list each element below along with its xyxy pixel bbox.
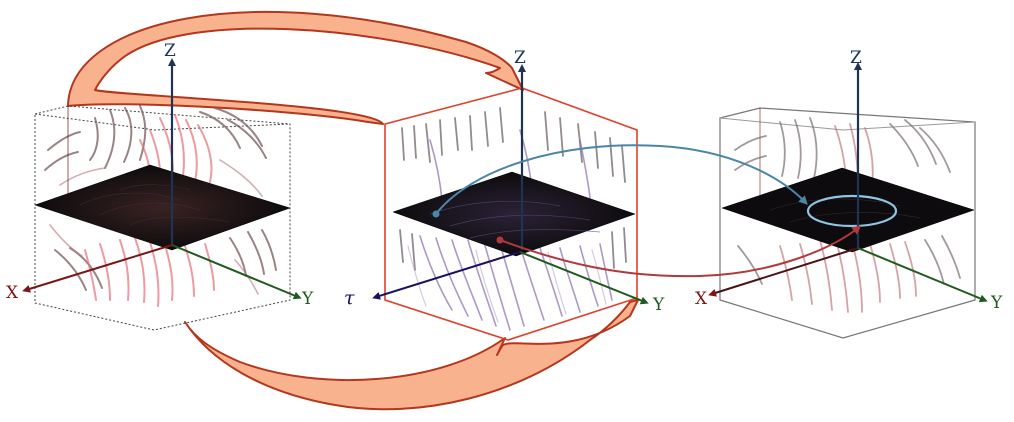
right-plane — [721, 167, 975, 253]
middle-tau-label: τ — [344, 287, 355, 309]
right-x-label: X — [695, 289, 708, 309]
middle-y-axis — [519, 251, 649, 305]
middle-tau-axis — [372, 251, 521, 300]
right-field-streaks — [734, 117, 961, 313]
middle-panel: Z τ Y — [344, 48, 665, 341]
middle-field-streaks — [399, 107, 627, 331]
left-x-axis — [22, 244, 173, 293]
left-plane — [34, 164, 291, 251]
left-x-label: X — [6, 283, 19, 303]
blue-mapping-curve — [435, 144, 808, 215]
left-y-axis — [171, 244, 302, 300]
right-z-label: Z — [850, 48, 862, 68]
right-y-label: Y — [990, 293, 1003, 313]
right-panel: Z X Y — [695, 48, 1003, 339]
upper-transition-arrow — [67, 10, 524, 125]
red-mapping-curve — [499, 225, 862, 278]
left-y-label: Y — [301, 289, 314, 309]
left-panel: Z X Y — [6, 41, 314, 331]
middle-y-label: Y — [652, 295, 665, 315]
middle-plane — [392, 171, 636, 257]
right-y-axis — [857, 247, 988, 303]
left-z-label: Z — [164, 41, 176, 61]
right-x-axis — [708, 247, 859, 297]
middle-z-label: Z — [514, 48, 526, 68]
lower-transition-arrow — [184, 299, 639, 411]
